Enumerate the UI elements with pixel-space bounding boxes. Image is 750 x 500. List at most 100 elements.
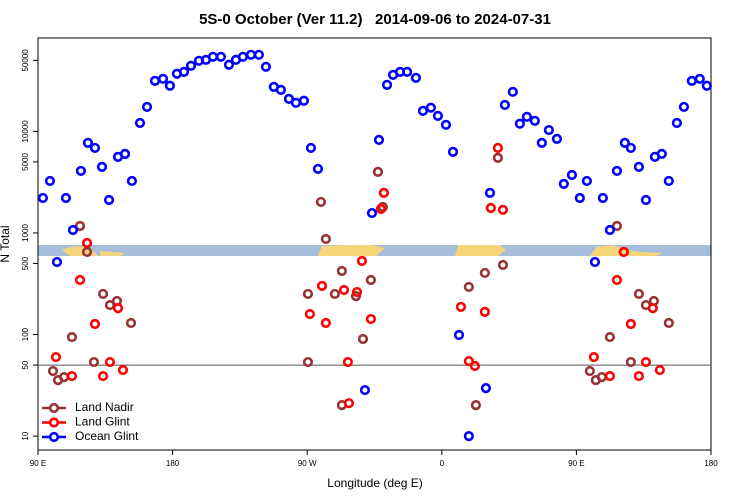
point	[66, 331, 78, 343]
point	[425, 102, 436, 113]
x-tick-label: 180	[166, 459, 180, 468]
point	[484, 187, 496, 198]
point	[597, 192, 608, 204]
point	[75, 165, 87, 177]
plot-frame	[37, 37, 712, 451]
point	[640, 356, 652, 368]
point	[581, 175, 592, 187]
point	[58, 372, 70, 383]
point	[336, 265, 347, 277]
point	[604, 370, 616, 382]
y-tick-label: 50	[21, 360, 30, 369]
point	[103, 194, 115, 206]
point	[375, 203, 387, 215]
point	[237, 51, 248, 62]
point	[529, 115, 540, 126]
point	[215, 51, 227, 62]
point	[596, 372, 607, 383]
point	[89, 318, 101, 330]
point	[455, 301, 467, 313]
point	[654, 364, 665, 376]
point	[625, 318, 636, 330]
point	[447, 146, 459, 157]
legend-label: Land Glint	[75, 415, 130, 429]
point	[74, 274, 86, 286]
point	[640, 194, 652, 206]
point	[694, 73, 705, 84]
point	[625, 142, 636, 154]
point	[356, 255, 368, 267]
point	[283, 93, 295, 104]
point	[611, 274, 623, 286]
point	[305, 142, 317, 154]
point	[67, 224, 79, 236]
point	[625, 356, 636, 368]
x-tick-label: 0	[440, 459, 445, 468]
point	[686, 75, 697, 86]
y-tick-label: 10000	[21, 120, 30, 143]
point	[320, 317, 331, 329]
point	[302, 288, 314, 300]
point	[479, 306, 490, 318]
y-tick-label: 100	[21, 327, 30, 341]
point	[312, 163, 324, 175]
series	[47, 152, 674, 411]
point	[96, 161, 108, 172]
chart-title: 5S-0 October (Ver 11.2) 2014-09-06 to 20…	[199, 11, 551, 28]
point	[316, 280, 328, 292]
point	[97, 288, 109, 300]
legend-label: Land Nadir	[75, 400, 134, 414]
y-tick-label: 5000	[21, 152, 30, 170]
point	[104, 356, 116, 368]
point	[410, 72, 422, 83]
point	[521, 111, 532, 122]
point	[566, 169, 578, 181]
point	[275, 84, 286, 95]
point	[245, 49, 257, 60]
point	[365, 313, 377, 325]
point	[373, 134, 385, 146]
point	[60, 192, 72, 204]
point	[44, 175, 56, 187]
point	[588, 351, 599, 363]
point	[51, 256, 63, 268]
point	[633, 288, 645, 300]
point	[372, 166, 384, 177]
point	[178, 66, 190, 77]
point	[37, 192, 49, 204]
point	[88, 356, 100, 368]
point	[253, 49, 264, 60]
point	[663, 317, 674, 329]
point	[117, 364, 129, 376]
point	[50, 351, 62, 363]
point	[366, 207, 378, 219]
x-tick-label: 90 E	[30, 459, 46, 468]
point	[497, 204, 509, 215]
point	[480, 382, 492, 394]
point	[290, 97, 302, 108]
point	[357, 333, 369, 345]
point	[125, 317, 137, 329]
point	[551, 133, 563, 144]
point	[141, 101, 153, 113]
point	[89, 142, 101, 154]
point	[432, 110, 444, 121]
y-tick-label: 50000	[21, 49, 30, 72]
point	[584, 365, 595, 377]
y-axis-label: N Total	[0, 225, 12, 262]
point	[342, 356, 353, 368]
point	[558, 178, 569, 189]
x-axis-label: Longitude (deg E)	[327, 476, 422, 490]
point	[618, 246, 629, 258]
point	[338, 284, 350, 296]
point	[351, 286, 363, 298]
point	[453, 329, 465, 341]
point	[343, 398, 355, 409]
point	[134, 117, 146, 129]
point	[701, 80, 712, 91]
point	[492, 152, 503, 163]
series	[50, 142, 665, 409]
point	[329, 288, 340, 300]
point	[499, 99, 511, 111]
point	[365, 274, 377, 286]
